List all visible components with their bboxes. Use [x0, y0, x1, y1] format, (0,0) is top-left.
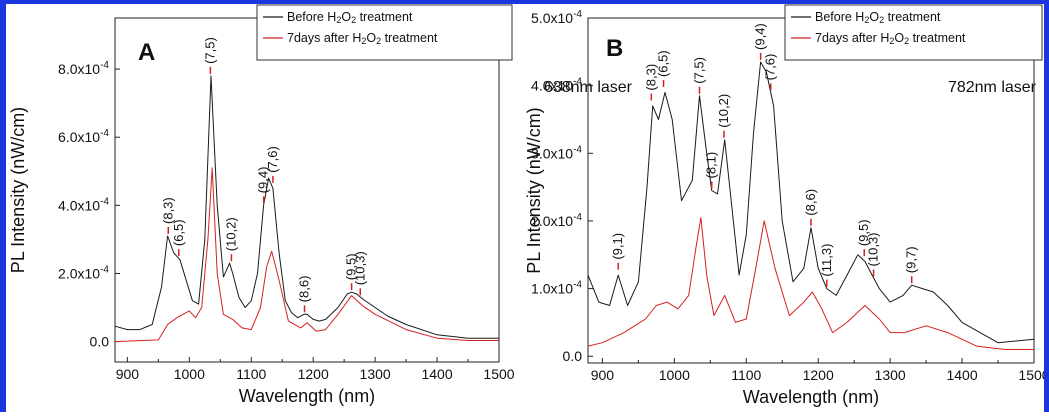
panel-b-legend: Before H2O2 treatment 7days after H2O2 tr…: [784, 4, 1043, 61]
panel-a-x-tick-label: 1500: [483, 366, 514, 382]
panel-a-legend-label-after: 7days after H2O2 treatment: [287, 31, 438, 46]
panel-b-y-tick-label: 1.0x10-4: [531, 280, 582, 297]
panel-a-x-tick-label: 900: [116, 366, 140, 382]
panel-b-letter: B: [606, 35, 623, 62]
panel-b-peak-label: (11,3): [819, 244, 834, 277]
panel-b-x-tick-label: 1000: [659, 367, 690, 383]
panel-a-peak-label: (7,5): [202, 37, 217, 64]
panel-a-peak-label: (7,6): [265, 146, 280, 173]
panel-b-x-tick-label: 900: [591, 367, 615, 383]
figure-frame-top: [0, 0, 1049, 4]
panel-b-peak-label: (7,5): [692, 57, 707, 84]
panel-b-peak-label: (10,3): [866, 232, 881, 266]
panel-a-peak-label: (9,4): [256, 167, 271, 194]
panel-a-x-tick-label: 1200: [298, 366, 329, 382]
panel-b-y-tick-label: 4.0x10-4: [531, 77, 582, 94]
panel-b-x-tick-label: 1100: [731, 367, 761, 383]
panel-b-peak-label: (10,2): [716, 94, 731, 128]
panel-b-y-tick-label: 0.0: [563, 348, 583, 364]
panel-a-x-tick-label: 1400: [421, 366, 452, 382]
figure-frame-right: [1044, 0, 1049, 412]
panel-b-x-tick-label: 1200: [803, 367, 834, 383]
panel-a-x-tick-label: 1000: [174, 366, 205, 382]
panel-b-x-tick-label: 1500: [1018, 367, 1049, 383]
panel-b-peak-label: (6,5): [656, 50, 671, 77]
panel-a-y-tick-label: 2.0x10-4: [58, 264, 109, 281]
panel-b-peak-label: (8,3): [643, 64, 658, 91]
panel-a-y-tick-label: 6.0x10-4: [58, 128, 109, 145]
panel-b-series-after-line: [587, 217, 1034, 350]
panel-b-peak-label: (9,4): [753, 23, 768, 50]
panel-b-laser-annotation: 782nm laser: [948, 79, 1037, 96]
panel-a-legend-label-before: Before H2O2 treatment: [287, 10, 413, 25]
panel-b-x-tick-label: 1400: [946, 367, 977, 383]
panel-a-y-axis-title: PL Intensity (nW/cm): [8, 107, 28, 273]
panel-b-peak-label: (8,1): [704, 152, 719, 179]
panel-a-y-tick-label: 0.0: [90, 334, 110, 350]
panel-b: 900 1000 1100 1200 1300 1400 1500 0.0 1.0x10-4 2.…: [524, 4, 1049, 407]
figure-frame-left: [0, 0, 6, 412]
panel-b-legend-box: [784, 4, 1043, 61]
panel-a: 900 1000 1100 1200 1300 1400 1500 0.0 2.0x10-4 4.…: [8, 4, 633, 406]
panel-b-y-tick-label: 3.0x10-4: [531, 144, 582, 161]
panel-b-y-axis-title: PL Intensity (nW/cm): [524, 107, 544, 273]
panel-b-x-axis-title: Wavelength (nm): [743, 387, 879, 407]
panel-a-x-axis-title: Wavelength (nm): [239, 386, 375, 406]
panel-b-x-tick-label: 1300: [875, 367, 906, 383]
panel-a-x-tick-label: 1100: [236, 366, 266, 382]
panel-a-peak-label: (6,5): [171, 219, 186, 246]
panel-b-peak-label: (9,7): [904, 246, 919, 273]
panel-b-y-tick-label: 5.0x10-4: [531, 9, 582, 26]
panel-a-legend-box: [256, 4, 513, 61]
panel-b-legend-label-before: Before H2O2 treatment: [815, 10, 941, 25]
panel-b-peak-label: (8,6): [803, 189, 818, 216]
panel-a-letter: A: [138, 39, 155, 66]
panel-b-series-before-line: [587, 61, 1035, 344]
panel-a-peak-label: (9,5): [344, 253, 359, 280]
panel-b-peak-label: (9,1): [610, 233, 625, 260]
panel-a-plot-frame: [114, 17, 500, 363]
panel-b-y-tick-label: 2.0x10-4: [531, 212, 582, 229]
panel-a-y-tick-label: 8.0x10-4: [58, 60, 109, 77]
panel-a-series-before-line: [114, 75, 499, 339]
panel-a-peak-label: (10,3): [352, 251, 367, 285]
panel-b-peak-label: (9,5): [856, 219, 871, 246]
panel-a-peak-label: (10,2): [223, 217, 238, 251]
panel-a-peak-label: (8,6): [297, 276, 312, 303]
panel-a-legend: Before H2O2 treatment 7days after H2O2 tr…: [256, 4, 513, 61]
panel-a-peak-label: (8,3): [160, 197, 175, 224]
panel-a-series-after-line: [114, 167, 499, 343]
panel-b-legend-label-after: 7days after H2O2 treatment: [815, 31, 966, 46]
panel-a-x-tick-label: 1300: [360, 366, 391, 382]
panel-b-peak-label: (7,6): [763, 54, 778, 81]
panel-a-y-tick-label: 4.0x10-4: [58, 196, 109, 213]
